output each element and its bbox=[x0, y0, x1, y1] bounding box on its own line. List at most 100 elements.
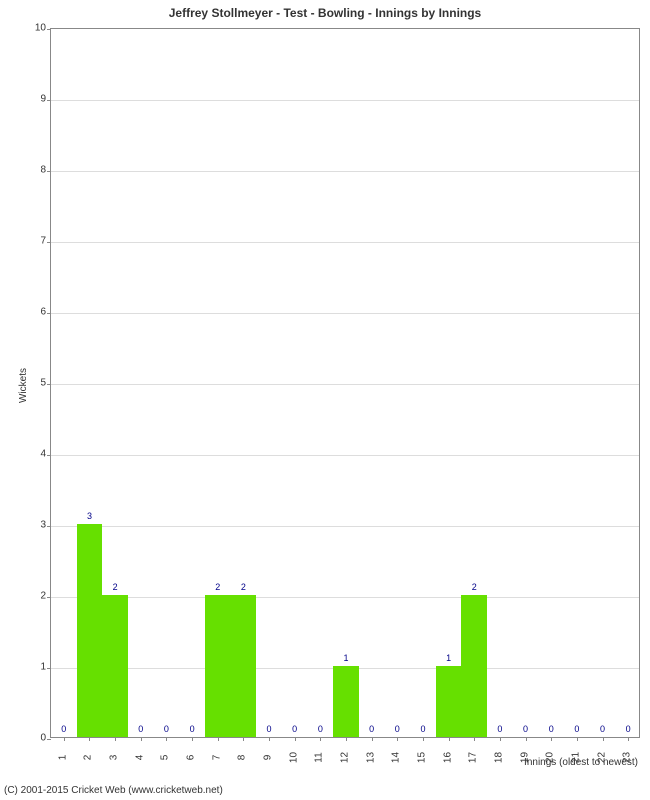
x-tick-mark bbox=[243, 737, 244, 741]
y-tick-mark bbox=[47, 668, 51, 669]
x-tick-label: 10 bbox=[288, 752, 299, 763]
bar-value-label: 0 bbox=[497, 724, 502, 734]
chart-title: Jeffrey Stollmeyer - Test - Bowling - In… bbox=[0, 6, 650, 20]
bar-value-label: 0 bbox=[420, 724, 425, 734]
y-tick-mark bbox=[47, 526, 51, 527]
x-tick-mark bbox=[141, 737, 142, 741]
x-tick-label: 21 bbox=[570, 752, 581, 763]
x-tick-mark bbox=[397, 737, 398, 741]
x-tick-label: 2 bbox=[83, 755, 94, 761]
x-tick-label: 16 bbox=[442, 752, 453, 763]
bar-value-label: 2 bbox=[472, 582, 477, 592]
bar bbox=[461, 595, 487, 737]
bar bbox=[333, 666, 359, 737]
y-tick-mark bbox=[47, 29, 51, 30]
x-tick-label: 9 bbox=[263, 755, 274, 761]
copyright-text: (C) 2001-2015 Cricket Web (www.cricketwe… bbox=[4, 785, 223, 796]
y-tick-mark bbox=[47, 455, 51, 456]
x-tick-mark bbox=[603, 737, 604, 741]
x-tick-mark bbox=[500, 737, 501, 741]
bar-value-label: 0 bbox=[267, 724, 272, 734]
bar-value-label: 0 bbox=[395, 724, 400, 734]
x-tick-mark bbox=[474, 737, 475, 741]
bar bbox=[205, 595, 231, 737]
x-tick-mark bbox=[115, 737, 116, 741]
bar-value-label: 0 bbox=[574, 724, 579, 734]
x-tick-label: 8 bbox=[237, 755, 248, 761]
y-tick-label: 5 bbox=[40, 378, 46, 389]
x-tick-mark bbox=[320, 737, 321, 741]
y-axis-label: Wickets bbox=[18, 368, 29, 403]
x-tick-label: 13 bbox=[365, 752, 376, 763]
x-tick-mark bbox=[192, 737, 193, 741]
y-tick-label: 0 bbox=[40, 733, 46, 744]
y-tick-mark bbox=[47, 597, 51, 598]
bar-value-label: 2 bbox=[215, 582, 220, 592]
x-tick-label: 14 bbox=[391, 752, 402, 763]
x-tick-mark bbox=[372, 737, 373, 741]
x-tick-label: 17 bbox=[468, 752, 479, 763]
bar-value-label: 0 bbox=[549, 724, 554, 734]
bar-value-label: 0 bbox=[369, 724, 374, 734]
x-tick-label: 20 bbox=[545, 752, 556, 763]
bar-value-label: 3 bbox=[87, 511, 92, 521]
gridline bbox=[51, 526, 639, 527]
plot-area: 03200022000100012000000 bbox=[50, 28, 640, 738]
bar bbox=[77, 524, 103, 737]
x-tick-label: 22 bbox=[596, 752, 607, 763]
gridline bbox=[51, 313, 639, 314]
gridline bbox=[51, 384, 639, 385]
x-tick-mark bbox=[166, 737, 167, 741]
y-tick-label: 4 bbox=[40, 449, 46, 460]
x-tick-label: 12 bbox=[340, 752, 351, 763]
x-tick-mark bbox=[295, 737, 296, 741]
y-tick-label: 1 bbox=[40, 662, 46, 673]
bar-value-label: 1 bbox=[446, 653, 451, 663]
y-tick-label: 7 bbox=[40, 236, 46, 247]
x-tick-mark bbox=[64, 737, 65, 741]
x-tick-mark bbox=[89, 737, 90, 741]
x-tick-label: 11 bbox=[314, 752, 325, 762]
x-tick-label: 4 bbox=[134, 755, 145, 761]
bar-value-label: 0 bbox=[626, 724, 631, 734]
gridline bbox=[51, 100, 639, 101]
x-tick-mark bbox=[346, 737, 347, 741]
bar-value-label: 2 bbox=[241, 582, 246, 592]
x-tick-mark bbox=[269, 737, 270, 741]
x-tick-label: 23 bbox=[622, 752, 633, 763]
x-tick-label: 1 bbox=[57, 755, 68, 761]
bar-value-label: 1 bbox=[343, 653, 348, 663]
x-tick-mark bbox=[628, 737, 629, 741]
y-tick-label: 3 bbox=[40, 520, 46, 531]
y-tick-label: 8 bbox=[40, 165, 46, 176]
y-tick-mark bbox=[47, 384, 51, 385]
chart-container: Jeffrey Stollmeyer - Test - Bowling - In… bbox=[0, 0, 650, 800]
x-tick-label: 5 bbox=[160, 755, 171, 761]
bar-value-label: 0 bbox=[138, 724, 143, 734]
gridline bbox=[51, 242, 639, 243]
bar-value-label: 0 bbox=[292, 724, 297, 734]
x-tick-label: 6 bbox=[186, 755, 197, 761]
bar-value-label: 0 bbox=[600, 724, 605, 734]
bar-value-label: 2 bbox=[113, 582, 118, 592]
x-tick-label: 7 bbox=[211, 755, 222, 761]
y-tick-label: 2 bbox=[40, 591, 46, 602]
x-tick-label: 15 bbox=[416, 752, 427, 763]
x-tick-mark bbox=[577, 737, 578, 741]
bar-value-label: 0 bbox=[164, 724, 169, 734]
gridline bbox=[51, 597, 639, 598]
y-tick-mark bbox=[47, 171, 51, 172]
bar bbox=[102, 595, 128, 737]
bar-value-label: 0 bbox=[61, 724, 66, 734]
x-tick-mark bbox=[218, 737, 219, 741]
bar-value-label: 0 bbox=[523, 724, 528, 734]
bar bbox=[231, 595, 257, 737]
x-tick-mark bbox=[551, 737, 552, 741]
x-tick-mark bbox=[526, 737, 527, 741]
bar bbox=[436, 666, 462, 737]
x-tick-mark bbox=[449, 737, 450, 741]
y-tick-label: 9 bbox=[40, 94, 46, 105]
x-tick-label: 19 bbox=[519, 752, 530, 763]
bar-value-label: 0 bbox=[190, 724, 195, 734]
y-tick-mark bbox=[47, 739, 51, 740]
